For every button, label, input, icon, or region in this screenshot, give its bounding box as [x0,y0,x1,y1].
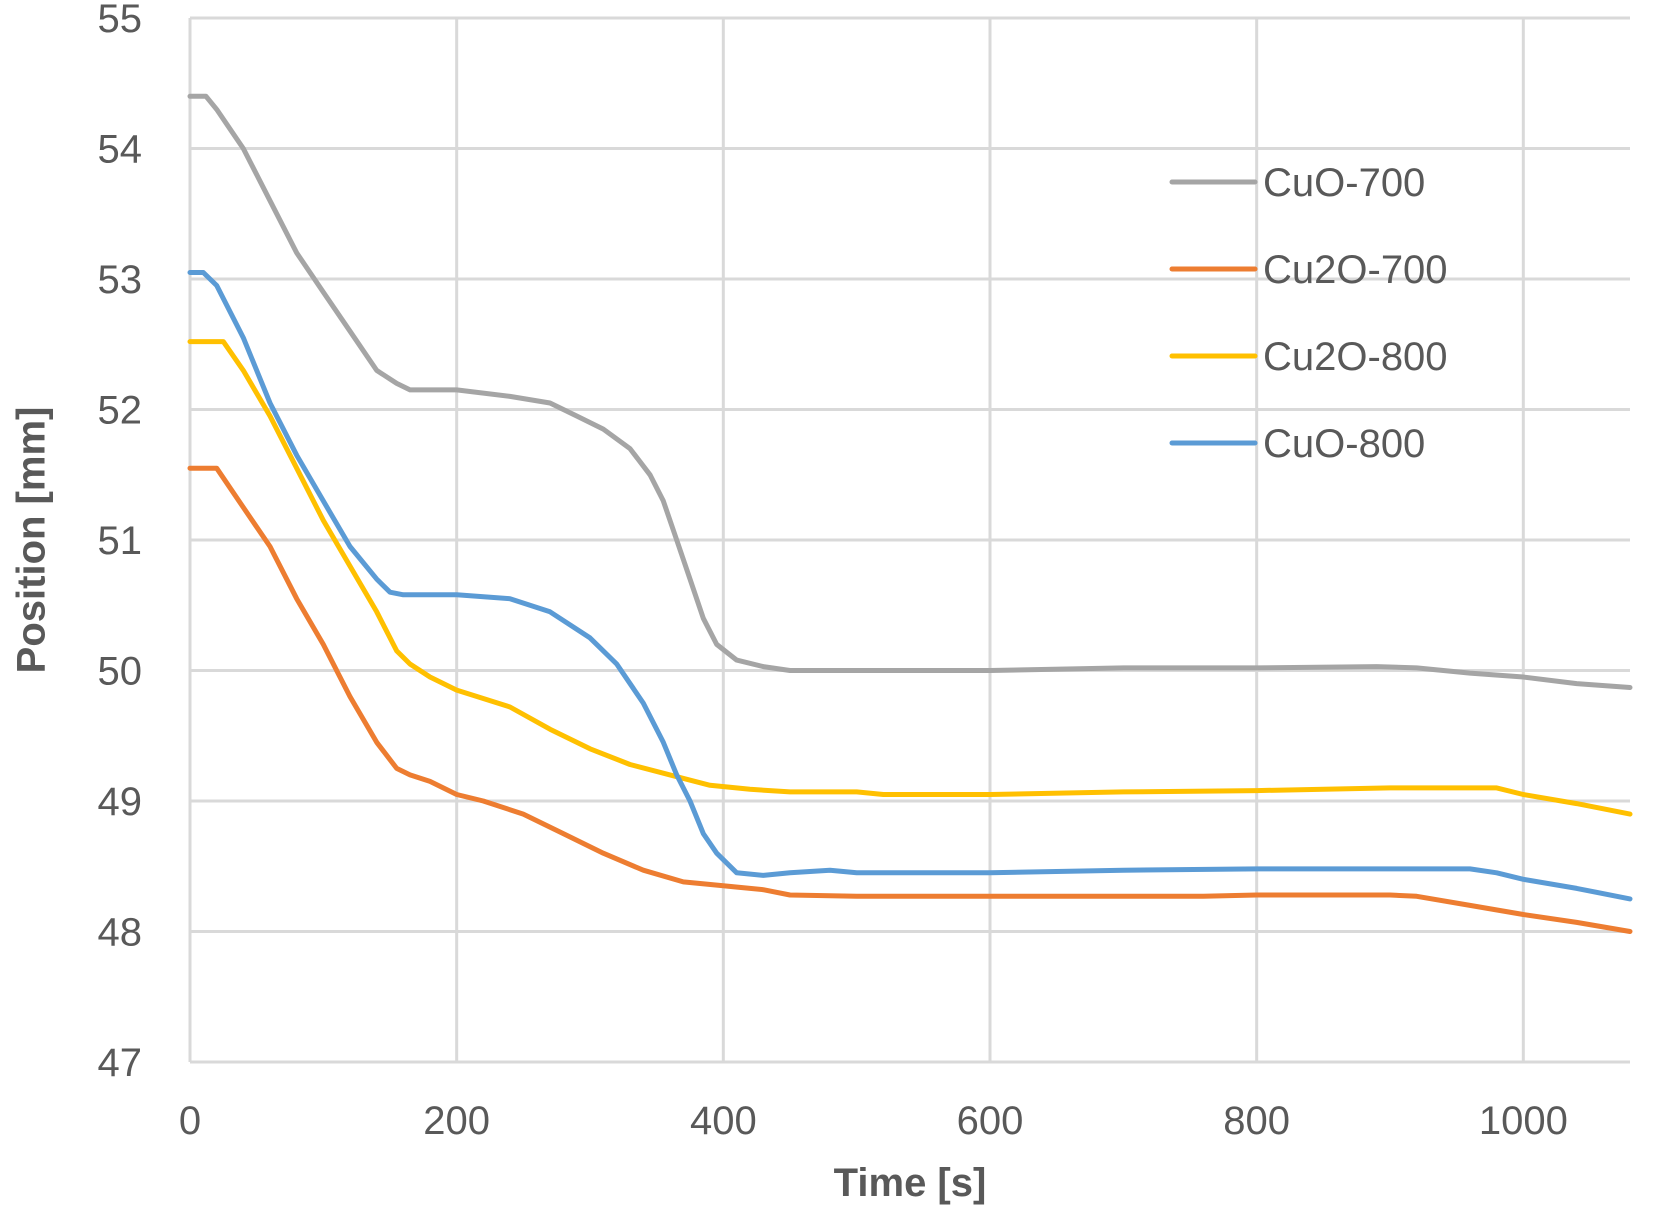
y-tick-label: 48 [98,911,143,955]
x-tick-label: 400 [690,1099,757,1143]
x-tick-label: 600 [957,1099,1024,1143]
legend-label: CuO-700 [1263,161,1425,205]
y-tick-label: 55 [98,0,143,41]
y-tick-label: 47 [98,1041,143,1085]
x-axis-title: Time [s] [834,1161,987,1205]
y-tick-label: 49 [98,780,143,824]
tick-labels: 47 48 49 50 51 52 53 54 55 0 200 400 600 800 1000 [98,0,1568,1143]
series-line-cuo-700 [187,93,1633,690]
axes [188,18,1630,1064]
legend: CuO-700 Cu2O-700 Cu2O-800 CuO-800 [1169,161,1448,466]
legend-label: Cu2O-800 [1263,335,1448,379]
y-tick-label: 51 [98,519,143,563]
series-lines [187,93,1633,934]
y-axis-title: Position [mm] [10,407,54,674]
x-tick-label: 200 [423,1099,490,1143]
x-tick-label: 800 [1223,1099,1290,1143]
legend-label: Cu2O-700 [1263,248,1448,292]
x-tick-label: 0 [179,1099,201,1143]
y-tick-label: 52 [98,389,143,433]
grid [188,16,1630,1064]
y-tick-label: 50 [98,650,143,694]
y-tick-label: 53 [98,258,143,302]
x-tick-label: 1000 [1479,1099,1568,1143]
series-line-cu2o-700 [187,465,1633,934]
series-line-cuo-800 [187,270,1633,902]
legend-label: CuO-800 [1263,422,1425,466]
y-tick-label: 54 [98,128,143,172]
series-line-cu2o-800 [187,339,1633,817]
